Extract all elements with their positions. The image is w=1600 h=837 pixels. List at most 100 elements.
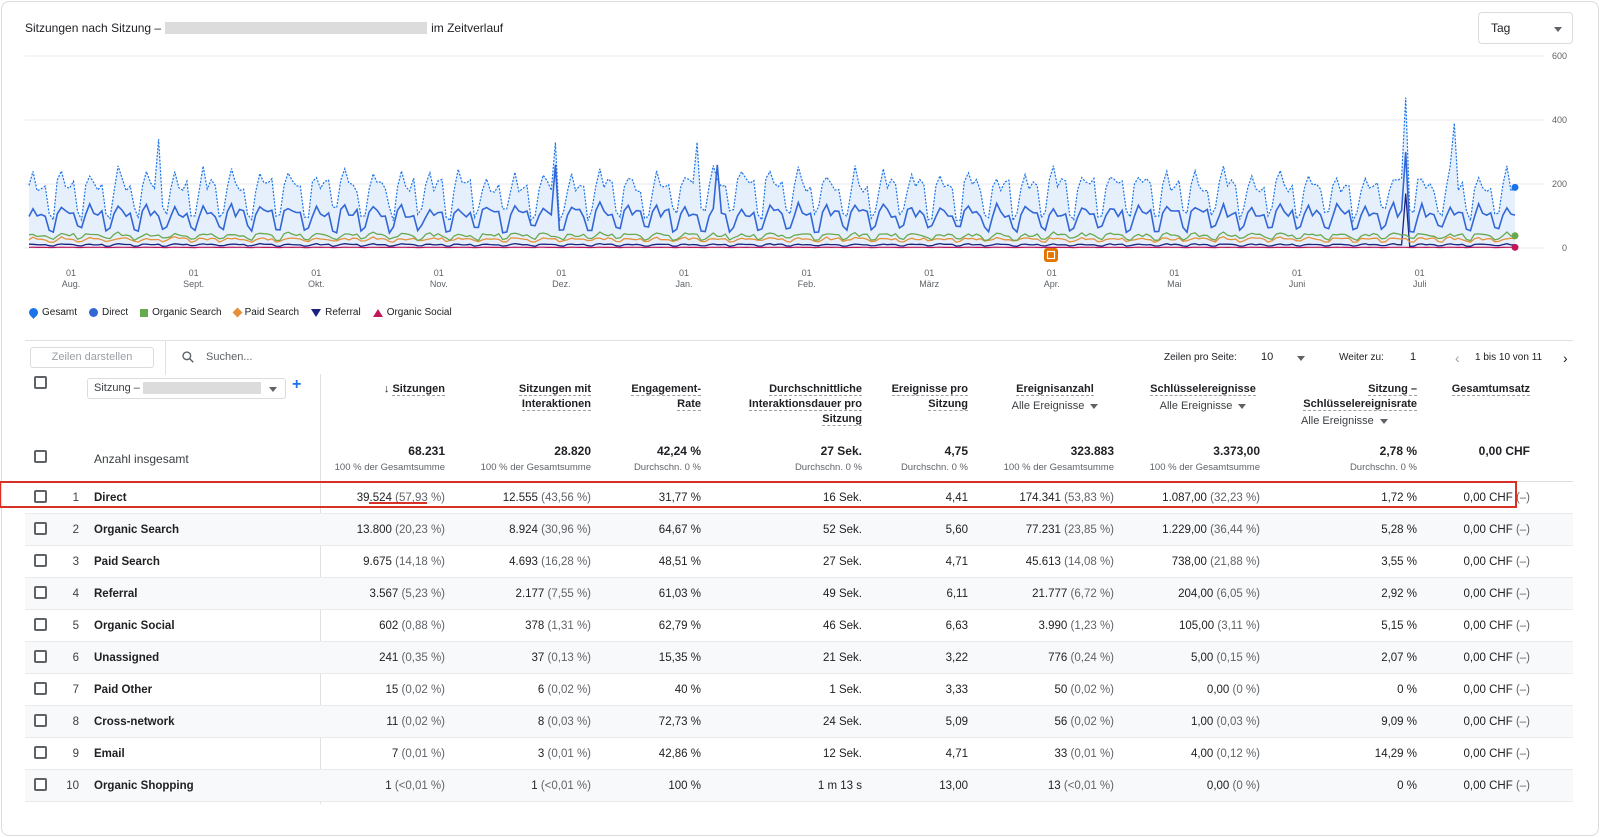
row-checkbox[interactable]	[34, 554, 47, 567]
col-header-revenue[interactable]: Gesamtumsatz	[1445, 382, 1530, 397]
search-icon[interactable]	[181, 350, 195, 364]
row-checkbox[interactable]	[34, 778, 47, 791]
col-header-engagement-rate[interactable]: Engagement-Rate	[623, 382, 701, 412]
row-checkbox[interactable]	[34, 682, 47, 695]
cell-main: 6,63	[945, 620, 968, 632]
row-checkbox[interactable]	[34, 618, 47, 631]
series-line-direct[interactable]	[28, 151, 1516, 235]
table-toolbar: Zeilen darstellen Suchen... Zeilen pro S…	[25, 340, 1573, 375]
cell-percentage: (23,85 %)	[1064, 524, 1114, 536]
row-channel-name[interactable]: Paid Other	[94, 684, 153, 696]
series-line-organic-search[interactable]	[28, 231, 1516, 242]
cell-value: 241 (0,35 %)	[285, 652, 445, 664]
chart-legend: Gesamt Direct Organic Search Paid Search…	[27, 306, 452, 319]
row-channel-name[interactable]: Organic Search	[94, 524, 180, 536]
cell-value: 15,35 %	[541, 652, 701, 664]
legend-item-organic-social[interactable]: Organic Social	[372, 307, 452, 318]
annotation-icon[interactable]	[1044, 248, 1058, 262]
row-channel-name[interactable]: Organic Social	[94, 620, 175, 632]
cell-main: 5,15 %	[1381, 620, 1417, 632]
col-header-engaged-sessions[interactable]: Sitzungen mit Interaktionen	[501, 382, 591, 412]
row-channel-name[interactable]: Organic Shopping	[94, 780, 194, 792]
row-channel-name[interactable]: Cross-network	[94, 716, 175, 728]
x-tick-month: Aug.	[62, 279, 81, 289]
chevron-left-icon[interactable]: ‹	[1455, 350, 1460, 366]
row-number: 8	[72, 716, 79, 728]
legend-item-organic-search[interactable]: Organic Search	[140, 307, 222, 318]
cell-value: 56 (0,02 %)	[954, 716, 1114, 728]
search-input[interactable]: Suchen...	[206, 351, 253, 363]
row-checkbox[interactable]	[34, 650, 47, 663]
series-line-referral[interactable]	[28, 193, 1516, 248]
table-row[interactable]: 7 Paid Other 15 (0,02 %) 6 (0,02 %) 40 % 1 Se…	[25, 674, 1573, 706]
y-tick-label: 600	[1552, 52, 1567, 61]
chevron-right-icon[interactable]: ›	[1563, 350, 1568, 366]
total-value: 2,78 %	[1379, 444, 1417, 458]
cell-value: 4,71	[808, 748, 968, 760]
chevron-down-icon	[1554, 27, 1562, 32]
table-row[interactable]: 9 Email 7 (0,01 %) 3 (0,01 %) 42,86 % 12 Sek.…	[25, 738, 1573, 770]
row-number: 1	[72, 492, 79, 504]
col-header-key-event-rate[interactable]: Sitzung – Schlüsselereignisrate Alle Erei…	[1301, 382, 1417, 429]
cell-main: 1.087,00	[1162, 492, 1207, 504]
row-channel-name[interactable]: Email	[94, 748, 125, 760]
cell-percentage: (–)	[1515, 588, 1530, 600]
col-header-key-events[interactable]: Schlüsselereignisse Alle Ereignisse	[1143, 382, 1263, 414]
cell-value: 3.990 (1,23 %)	[954, 620, 1114, 632]
table-row[interactable]: 6 Unassigned 241 (0,35 %) 37 (0,13 %) 15,35 …	[25, 642, 1573, 674]
row-checkbox[interactable]	[34, 714, 47, 727]
series-line-gesamt[interactable]	[28, 97, 1516, 224]
totals-checkbox[interactable]	[34, 450, 47, 463]
row-channel-name[interactable]: Unassigned	[94, 652, 160, 664]
cell-value: 204,00 (6,05 %)	[1100, 588, 1260, 600]
rows-per-page-select[interactable]: 10	[1261, 351, 1274, 363]
row-channel-name[interactable]: Referral	[94, 588, 138, 600]
cell-value: 4,41	[808, 492, 968, 504]
row-channel-name[interactable]: Paid Search	[94, 556, 160, 568]
legend-item-gesamt[interactable]: Gesamt	[27, 306, 77, 319]
cell-value: 9,09 %	[1257, 716, 1417, 728]
total-sub: Durchschn. 0 %	[633, 462, 701, 473]
cell-main: 21.777	[1032, 588, 1068, 600]
granularity-select[interactable]: Tag	[1478, 12, 1573, 44]
table-row[interactable]: 5 Organic Social 602 (0,88 %) 378 (1,31 %) 6…	[25, 610, 1573, 642]
event-filter-select[interactable]: Alle Ereignisse	[995, 399, 1115, 414]
cell-main: 7	[391, 748, 399, 760]
cell-value: 8.924 (30,96 %)	[431, 524, 591, 536]
row-checkbox[interactable]	[34, 586, 47, 599]
cell-value: 13.800 (20,23 %)	[285, 524, 445, 536]
row-checkbox[interactable]	[34, 746, 47, 759]
col-header-events-per-session[interactable]: Ereignisse pro Sitzung	[885, 382, 968, 412]
select-all-checkbox[interactable]	[34, 376, 47, 389]
table-row[interactable]: 1 Direct 39.524 (57,93 %) 12.555 (43,56 %) 3…	[25, 482, 1573, 514]
legend-item-referral[interactable]: Referral	[311, 307, 361, 318]
table-row[interactable]: 3 Paid Search 9.675 (14,18 %) 4.693 (16,28 …	[25, 546, 1573, 578]
table-row[interactable]: 4 Referral 3.567 (5,23 %) 2.177 (7,55 %) 61,…	[25, 578, 1573, 610]
col-header-event-count[interactable]: Ereignisanzahl Alle Ereignisse	[995, 382, 1115, 414]
series-line-paid-search[interactable]	[28, 236, 1516, 244]
cell-percentage: (–)	[1515, 716, 1530, 728]
cell-value: 21 Sek.	[702, 652, 862, 664]
col-header-avg-duration[interactable]: Durchschnittliche Interaktionsdauer pro …	[745, 382, 862, 427]
add-dimension-icon[interactable]: +	[292, 376, 302, 393]
event-filter-select[interactable]: Alle Ereignisse	[1301, 414, 1417, 429]
cell-value: 174.341 (53,83 %)	[954, 492, 1114, 504]
legend-item-direct[interactable]: Direct	[89, 307, 128, 318]
chevron-down-icon[interactable]	[1297, 356, 1305, 361]
totals-label: Anzahl insgesamt	[94, 452, 189, 466]
row-checkbox[interactable]	[34, 490, 47, 503]
dimension-select[interactable]: Sitzung –	[87, 378, 286, 399]
row-checkbox[interactable]	[34, 522, 47, 535]
plot-rows-button[interactable]: Zeilen darstellen	[30, 347, 154, 368]
table-row[interactable]: 8 Cross-network 11 (0,02 %) 8 (0,03 %) 72,73…	[25, 706, 1573, 738]
cell-value: 33 (0,01 %)	[954, 748, 1114, 760]
cell-percentage: (–)	[1515, 684, 1530, 696]
event-filter-select[interactable]: Alle Ereignisse	[1143, 399, 1263, 414]
goto-input[interactable]: 1	[1410, 351, 1417, 363]
table-row[interactable]: 2 Organic Search 13.800 (20,23 %) 8.924 (30…	[25, 514, 1573, 546]
row-channel-name[interactable]: Direct	[94, 492, 127, 504]
x-tick-day: 01	[1047, 268, 1057, 278]
legend-item-paid-search[interactable]: Paid Search	[232, 307, 299, 318]
col-header-sessions[interactable]: ↓ Sitzungen	[325, 382, 445, 397]
table-row[interactable]: 10 Organic Shopping 1 (<0,01 %) 1 (<0,01 %)…	[25, 770, 1573, 802]
